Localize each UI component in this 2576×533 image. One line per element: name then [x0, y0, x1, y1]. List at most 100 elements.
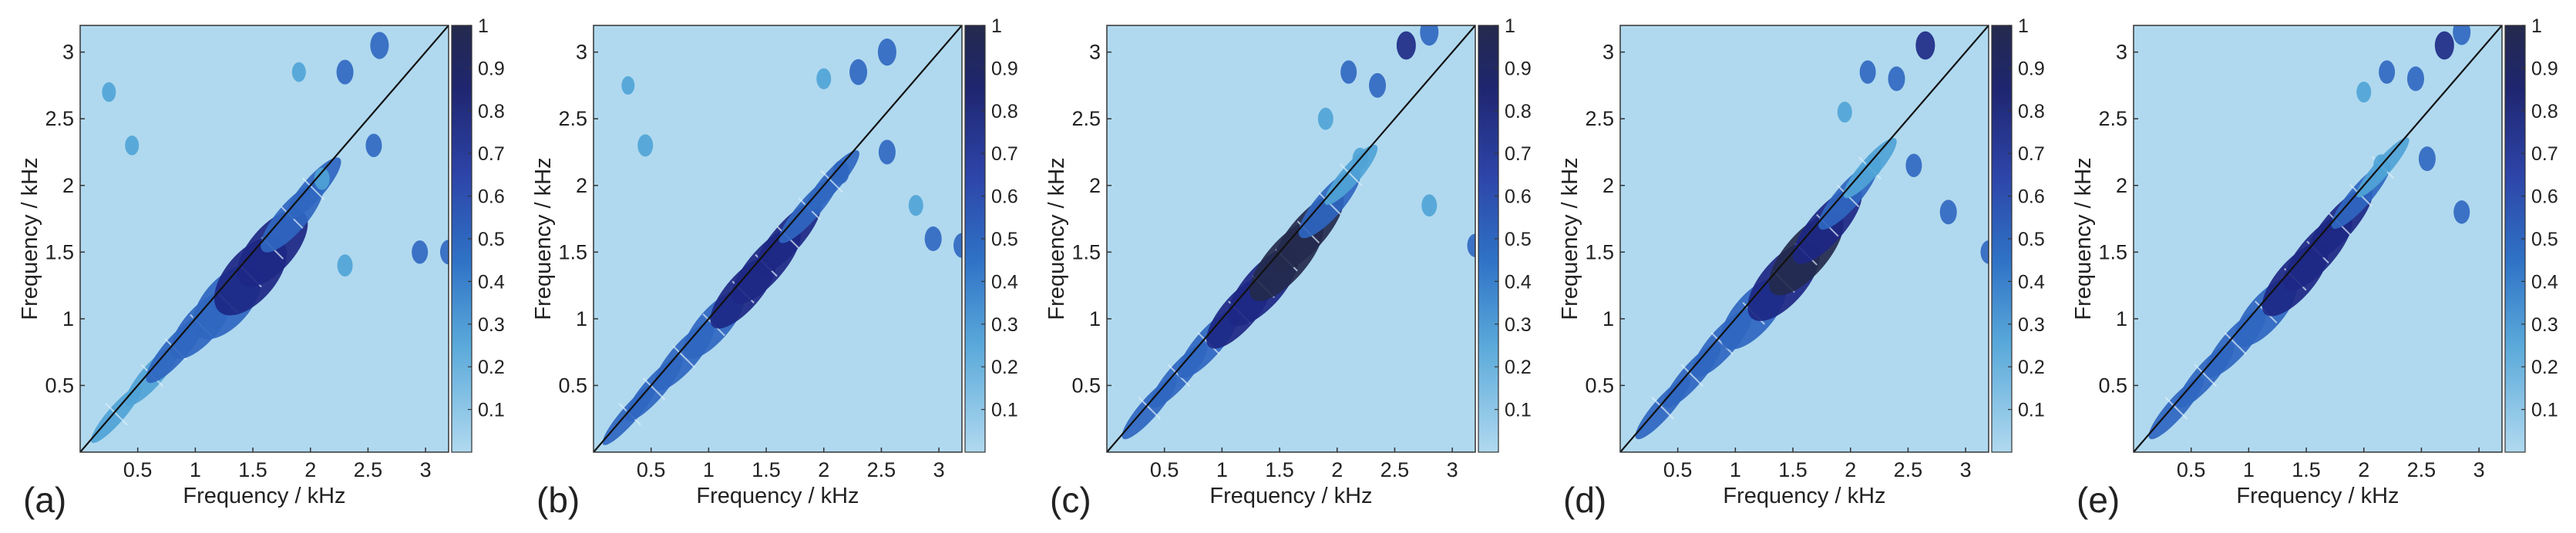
colorbar-tick-label: 0.2: [1505, 357, 1532, 378]
colorbar: [964, 25, 986, 453]
colorbar-tick-label: 0.1: [2531, 400, 2558, 421]
coherence-blob: [953, 233, 962, 258]
band-streak: [1339, 163, 1363, 186]
y-tick-label: 2.5: [2098, 107, 2127, 130]
y-axis-label: Frequency / kHz: [1044, 157, 1069, 320]
y-tick-label: 1: [1089, 307, 1101, 330]
x-tick-label: 3: [1447, 458, 1458, 481]
y-tick-label: 0.5: [1071, 374, 1101, 397]
y-tick-label: 2: [1089, 174, 1101, 197]
band-streak: [1138, 397, 1161, 420]
coherence-blob: [1420, 25, 1439, 46]
coherence-blob: [924, 226, 942, 251]
coherence-blob: [1421, 194, 1438, 217]
coherence-blob: [849, 59, 868, 85]
colorbar-tick-label: 0.1: [1505, 400, 1532, 421]
coherence-blob: [621, 75, 635, 95]
colorbar-tick-label: 0.4: [478, 271, 505, 293]
y-tick-label: 2.5: [1585, 107, 1614, 130]
y-tick-label: 2.5: [558, 107, 587, 130]
panel-label: (d): [1563, 480, 1606, 520]
coherence-blob: [1865, 154, 1882, 177]
colorbar-tick-label: 0.1: [478, 400, 505, 421]
band-streak: [105, 402, 128, 426]
colorbar-tick-label: 0.6: [991, 186, 1018, 208]
plot-content: [2134, 25, 2502, 452]
x-tick-label: 0.5: [2177, 458, 2206, 481]
coherence-blob: [2379, 60, 2396, 84]
y-tick-label: 3: [62, 41, 74, 64]
band-streak: [2194, 364, 2218, 387]
coherence-blob: [816, 68, 832, 89]
coherence-blob: [2418, 146, 2436, 172]
coherence-blob: [877, 39, 896, 66]
coherence-blob: [336, 59, 354, 85]
coherence-blob: [291, 62, 306, 82]
panel-label: (a): [23, 480, 66, 520]
colorbar-tick-label: 0.2: [2531, 357, 2558, 378]
x-axis-label: Frequency / kHz: [696, 484, 859, 508]
coherence-blob: [440, 240, 449, 265]
x-axis-label: Frequency / kHz: [183, 484, 345, 508]
y-axis-label: Frequency / kHz: [2071, 157, 2096, 320]
coherence-blob: [878, 139, 896, 165]
coherence-blob: [832, 160, 849, 184]
y-tick-label: 2.5: [1071, 107, 1101, 130]
x-tick-label: 3: [2473, 458, 2485, 481]
colorbar-tick-label: 0.6: [2018, 186, 2045, 208]
coherence-blob: [314, 167, 330, 190]
x-tick-label: 2.5: [1380, 458, 1410, 481]
coherence-blob: [908, 195, 923, 216]
panel-1: 0.5 1 1.5 2 2.5 3 0.5 1 1.5 2 2.5 3 Frequency / kHz F…: [18, 15, 505, 520]
coherence-blob: [1369, 72, 1387, 98]
colorbar-tick-label: 0.7: [991, 143, 1018, 165]
colorbar-tick-label: 0.5: [1505, 229, 1532, 250]
panel-label: (c): [1050, 480, 1091, 520]
band-streak: [2164, 397, 2188, 420]
x-tick-label: 2.5: [867, 458, 896, 481]
y-tick-label: 3: [1089, 41, 1101, 64]
y-tick-label: 2: [1602, 174, 1614, 197]
band-streak: [301, 177, 325, 200]
band-streak: [2224, 332, 2247, 355]
coherence-blob: [2434, 31, 2454, 60]
y-tick-label: 1.5: [1585, 240, 1614, 263]
y-tick-label: 1.5: [558, 240, 587, 263]
y-tick-label: 1.5: [45, 240, 74, 263]
coherence-blob: [102, 82, 116, 102]
y-tick-label: 1: [576, 307, 587, 330]
colorbar-tick-label: 0.5: [991, 229, 1018, 250]
y-tick-label: 0.5: [1585, 374, 1614, 397]
plot-content: [1620, 25, 1989, 452]
plot-content: [80, 25, 449, 452]
colorbar-tick-label: 0.8: [2531, 101, 2558, 122]
y-tick-label: 2: [62, 174, 74, 197]
colorbar-tick-label: 1: [2018, 15, 2029, 37]
band-streak: [672, 345, 695, 368]
coherence-blob: [1939, 199, 1957, 225]
colorbar-tick-label: 0.6: [1505, 186, 1532, 208]
plot-frame: [79, 25, 449, 453]
colorbar-tick-label: 0.2: [2018, 357, 2045, 378]
colorbar-tick-label: 0.4: [1505, 271, 1532, 293]
diagonal-line: [594, 25, 962, 452]
x-tick-label: 2: [1331, 458, 1343, 481]
x-tick-label: 0.5: [637, 458, 666, 481]
colorbar-tick-label: 0.4: [2531, 271, 2558, 293]
colorbar-tick-label: 0.2: [478, 357, 505, 378]
colorbar-tick-label: 0.8: [1505, 101, 1532, 122]
coherence-blob: [2356, 81, 2372, 103]
coherence-blob: [1837, 101, 1852, 123]
diagonal-line: [2134, 25, 2502, 452]
plot-frame: [2133, 25, 2503, 453]
colorbar-tick-label: 0.7: [2531, 143, 2558, 165]
x-tick-label: 1.5: [752, 458, 781, 481]
y-tick-label: 1: [62, 307, 74, 330]
colorbar-tick-label: 0.3: [1505, 314, 1532, 336]
colorbar-tick-label: 0.9: [478, 58, 505, 79]
colorbar-tick-label: 0.7: [1505, 143, 1532, 165]
plot-content: [1107, 25, 1475, 452]
x-tick-label: 2: [304, 458, 316, 481]
panel-4: 0.5 1 1.5 2 2.5 3 0.5 1 1.5 2 2.5 3 Frequency / kHz F…: [1558, 15, 2045, 520]
x-tick-label: 2.5: [1894, 458, 1923, 481]
